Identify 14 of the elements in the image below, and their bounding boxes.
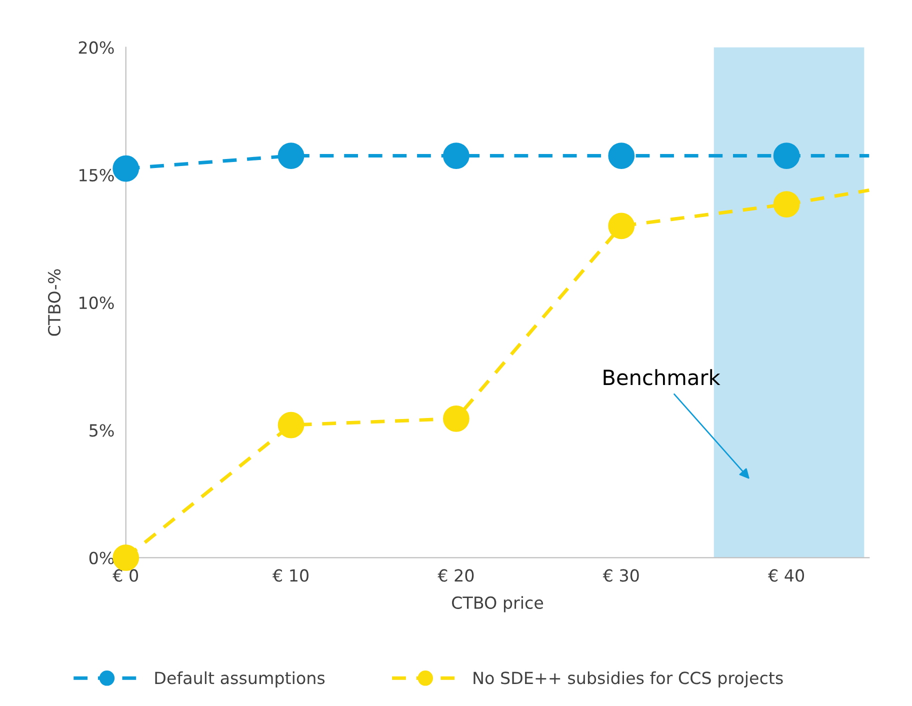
x-tick-label: € 20 — [438, 569, 474, 582]
legend-label: Default assumptions — [155, 671, 325, 688]
y-tick-label: 15% — [80, 168, 114, 182]
x-tick-label: € 40 — [768, 569, 804, 582]
x-axis-title: CTBO price — [452, 596, 544, 612]
y-tick-label: 10% — [80, 296, 114, 310]
x-tick-label: € 30 — [602, 569, 639, 582]
band-label: Benchmark — [604, 369, 720, 386]
y-tick-label: 5% — [90, 424, 114, 437]
y-axis-title: CTBO-% — [48, 269, 61, 336]
legend-label: No SDE++ subsidies for CCS projects — [474, 671, 783, 688]
x-tick-label: € 0 — [112, 569, 138, 582]
y-tick-label: 20% — [78, 41, 114, 54]
x-tick-label: € 10 — [272, 569, 308, 582]
